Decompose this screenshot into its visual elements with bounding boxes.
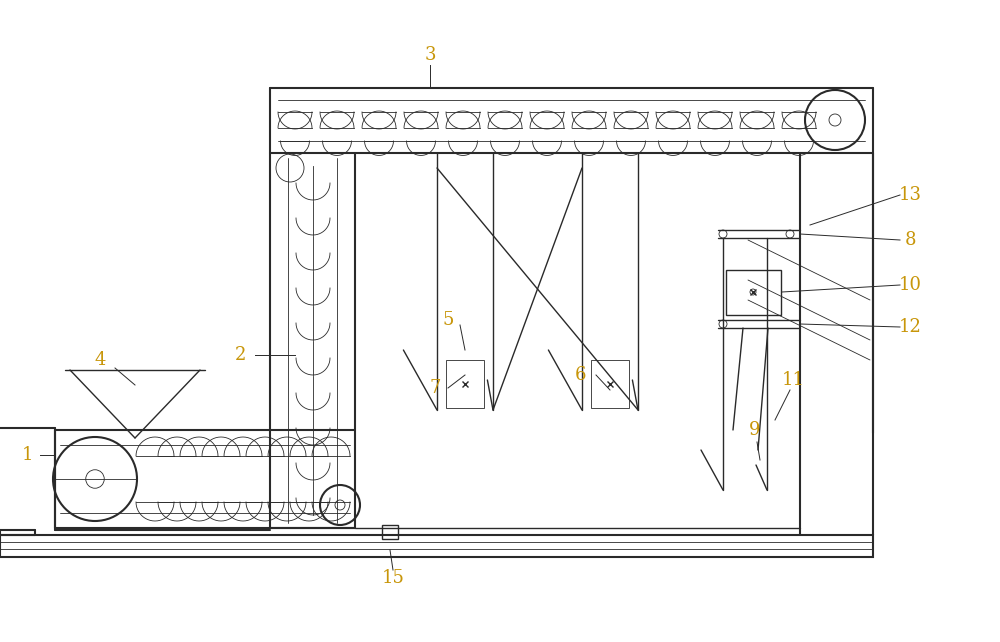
Bar: [591, 360, 629, 408]
Text: 2: 2: [234, 346, 246, 364]
Text: 5: 5: [442, 311, 454, 329]
Bar: [382, 525, 398, 539]
Text: 10: 10: [898, 276, 922, 294]
Text: 12: 12: [899, 318, 921, 336]
Text: 11: 11: [782, 371, 804, 389]
Text: 3: 3: [424, 46, 436, 64]
Bar: [446, 360, 484, 408]
Text: 1: 1: [22, 446, 34, 464]
Text: 4: 4: [94, 351, 106, 369]
Text: 15: 15: [382, 569, 404, 587]
Text: 8: 8: [904, 231, 916, 249]
Text: 9: 9: [749, 421, 761, 439]
Text: 7: 7: [429, 379, 441, 397]
Text: 6: 6: [574, 366, 586, 384]
Text: 13: 13: [898, 186, 922, 204]
Bar: [726, 270, 781, 315]
Bar: [0, 535, 873, 557]
